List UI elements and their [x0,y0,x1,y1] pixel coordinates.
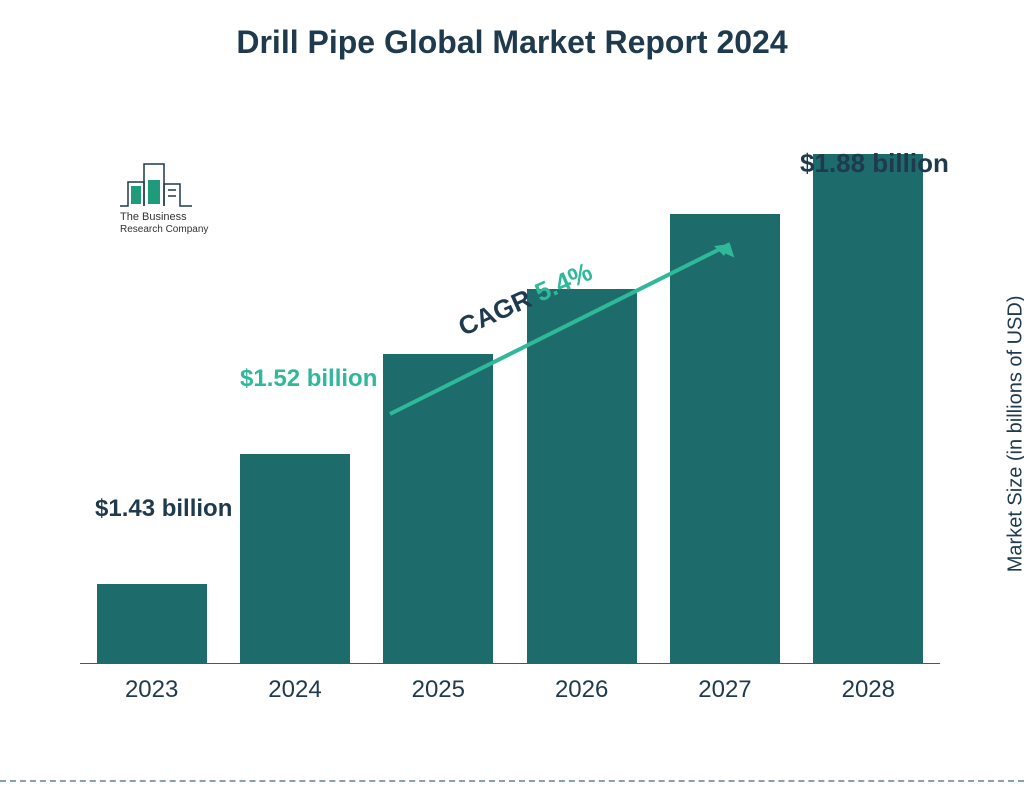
value-label-2023: $1.43 billion [95,495,235,524]
bar-2023 [97,584,207,664]
xlabel-2028: 2028 [797,676,940,704]
bar-2025 [383,354,493,664]
bar-2024 [240,454,350,664]
xlabel-2025: 2025 [367,676,510,704]
bar-slot-2028: 2028 [797,154,940,664]
xlabel-2024: 2024 [223,676,366,704]
bar-group: 2023 2024 2025 2026 2027 2028 [80,124,940,664]
bar-slot-2024: 2024 [223,454,366,664]
xlabel-2023: 2023 [80,676,223,704]
bar-slot-2026: 2026 [510,289,653,664]
footer-divider [0,780,1024,782]
bar-2027 [670,214,780,664]
chart-title: Drill Pipe Global Market Report 2024 [0,24,1024,61]
bar-slot-2027: 2027 [653,214,796,664]
bar-slot-2023: 2023 [80,584,223,664]
bar-slot-2025: 2025 [367,354,510,664]
value-label-2028: $1.88 billion [800,148,980,179]
y-axis-label: Market Size (in billions of USD) [1005,296,1024,573]
xlabel-2027: 2027 [653,676,796,704]
chart-area: 2023 2024 2025 2026 2027 2028 $1.43 bill… [80,124,940,714]
xlabel-2026: 2026 [510,676,653,704]
bar-2028 [813,154,923,664]
value-label-2024: $1.52 billion [240,365,380,394]
bar-2026 [527,289,637,664]
